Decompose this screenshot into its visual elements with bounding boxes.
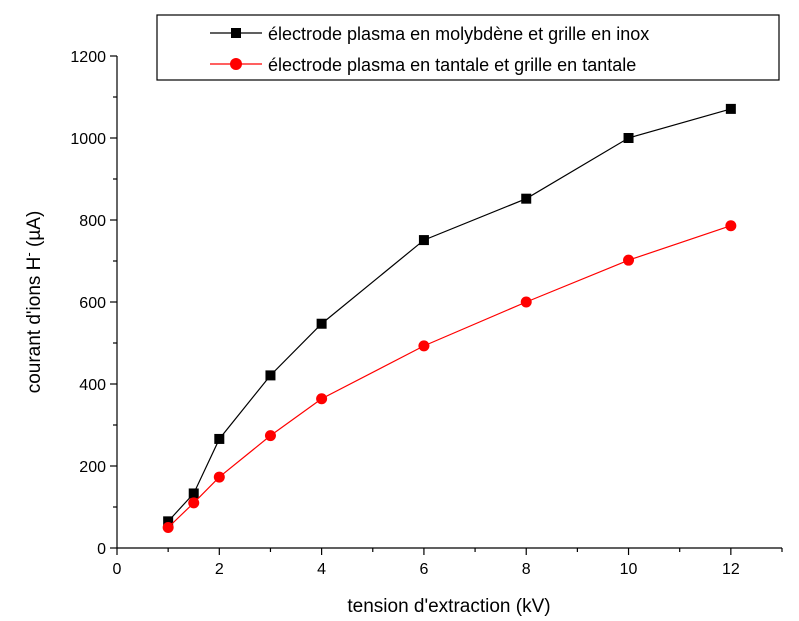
data-point <box>316 393 328 405</box>
data-point <box>316 318 327 329</box>
y-tick-label: 1000 <box>70 131 106 148</box>
y-axis-title-main: courant d'ions H <box>24 257 45 394</box>
series-line-1 <box>167 225 732 528</box>
data-point <box>188 488 199 499</box>
y-axis-title-unit: (µA) <box>24 211 45 253</box>
legend: électrode plasma en molybdène et grille … <box>156 14 780 81</box>
data-point <box>623 254 635 266</box>
x-tick-label: 6 <box>419 561 428 578</box>
data-point <box>162 522 174 533</box>
x-tick-label: 4 <box>317 561 326 578</box>
x-tick-label: 0 <box>113 561 122 578</box>
x-axis-title: tension d'extraction (kV) <box>347 596 550 617</box>
data-point <box>188 497 200 509</box>
y-axis-title: courant d'ions H- (µA) <box>21 211 45 394</box>
y-tick-label: 400 <box>79 377 106 394</box>
data-point <box>264 430 276 442</box>
data-point <box>418 235 429 246</box>
legend-label-0: électrode plasma en molybdène et grille … <box>268 24 649 44</box>
y-ticks: 0 200 400 600 800 1000 1200 <box>70 49 117 558</box>
data-point <box>265 370 276 381</box>
x-tick-label: 12 <box>722 561 740 578</box>
data-point <box>725 103 736 114</box>
data-point <box>623 133 634 143</box>
data-point <box>163 516 174 527</box>
legend-marker-0 <box>231 28 241 38</box>
data-point <box>213 471 225 483</box>
data-point <box>725 220 737 232</box>
legend-marker-1 <box>230 58 242 70</box>
series-line-0 <box>167 108 732 522</box>
data-point <box>521 193 532 204</box>
series-1 <box>162 220 737 533</box>
y-tick-label: 1200 <box>70 49 106 66</box>
x-ticks: 0 2 4 6 8 10 12 <box>113 548 783 578</box>
y-axis-title-superscript: - <box>21 252 36 256</box>
series-0 <box>163 103 736 527</box>
data-point <box>418 340 430 352</box>
y-tick-label: 800 <box>79 213 106 230</box>
y-tick-label: 600 <box>79 295 106 312</box>
y-tick-label: 200 <box>79 459 106 476</box>
data-point <box>214 433 225 444</box>
legend-box <box>156 14 780 81</box>
x-tick-label: 8 <box>522 561 531 578</box>
series-layer <box>162 103 737 533</box>
x-tick-label: 2 <box>215 561 224 578</box>
x-tick-label: 10 <box>620 561 638 578</box>
data-point <box>520 296 532 308</box>
legend-label-1: électrode plasma en tantale et grille en… <box>268 55 636 75</box>
y-tick-label: 0 <box>97 541 106 558</box>
